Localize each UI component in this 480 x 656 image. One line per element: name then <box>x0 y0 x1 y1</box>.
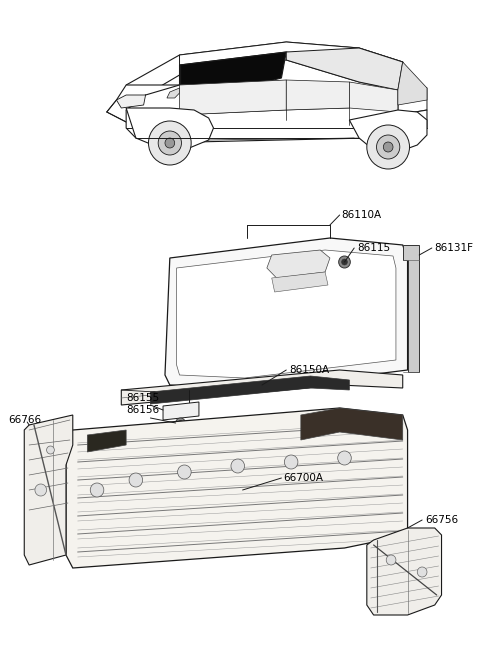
Polygon shape <box>180 42 403 68</box>
Circle shape <box>178 420 183 426</box>
Polygon shape <box>403 245 419 372</box>
Polygon shape <box>286 48 403 90</box>
Circle shape <box>47 446 54 454</box>
Text: 66766: 66766 <box>8 415 41 425</box>
Circle shape <box>165 138 175 148</box>
Text: 86150A: 86150A <box>289 365 329 375</box>
Text: 66700A: 66700A <box>283 473 324 483</box>
Text: 66756: 66756 <box>425 515 458 525</box>
Polygon shape <box>378 62 408 90</box>
Polygon shape <box>165 238 408 390</box>
Polygon shape <box>349 110 427 152</box>
Circle shape <box>384 142 393 152</box>
Circle shape <box>367 125 409 169</box>
Polygon shape <box>180 52 286 88</box>
Polygon shape <box>117 85 242 115</box>
Polygon shape <box>117 95 145 108</box>
Circle shape <box>342 259 348 265</box>
Circle shape <box>376 135 400 159</box>
Polygon shape <box>367 528 442 615</box>
Polygon shape <box>126 85 427 142</box>
Circle shape <box>176 418 185 428</box>
Polygon shape <box>163 402 199 420</box>
Polygon shape <box>66 408 408 568</box>
Polygon shape <box>24 415 73 565</box>
Polygon shape <box>126 42 408 95</box>
Polygon shape <box>349 82 398 112</box>
Text: 86155: 86155 <box>126 393 159 403</box>
Circle shape <box>284 455 298 469</box>
Polygon shape <box>126 108 214 148</box>
Circle shape <box>231 459 244 473</box>
Polygon shape <box>272 272 328 292</box>
Circle shape <box>129 473 143 487</box>
Circle shape <box>158 131 181 155</box>
Polygon shape <box>177 250 396 378</box>
Polygon shape <box>286 80 349 110</box>
Polygon shape <box>180 80 286 115</box>
Text: 86115: 86115 <box>357 243 390 253</box>
Polygon shape <box>167 88 180 98</box>
Text: 86131F: 86131F <box>435 243 474 253</box>
Polygon shape <box>301 408 403 440</box>
Polygon shape <box>107 100 180 125</box>
Polygon shape <box>150 376 349 404</box>
Polygon shape <box>121 370 403 405</box>
Polygon shape <box>398 62 427 105</box>
Circle shape <box>178 465 191 479</box>
Polygon shape <box>398 80 427 115</box>
Circle shape <box>338 451 351 465</box>
Polygon shape <box>267 250 330 278</box>
Circle shape <box>417 567 427 577</box>
Circle shape <box>148 121 191 165</box>
Text: 86110A: 86110A <box>342 210 382 220</box>
Polygon shape <box>87 430 126 452</box>
Circle shape <box>386 555 396 565</box>
Text: 86156: 86156 <box>126 405 159 415</box>
Circle shape <box>339 256 350 268</box>
Circle shape <box>90 483 104 497</box>
Circle shape <box>35 484 47 496</box>
